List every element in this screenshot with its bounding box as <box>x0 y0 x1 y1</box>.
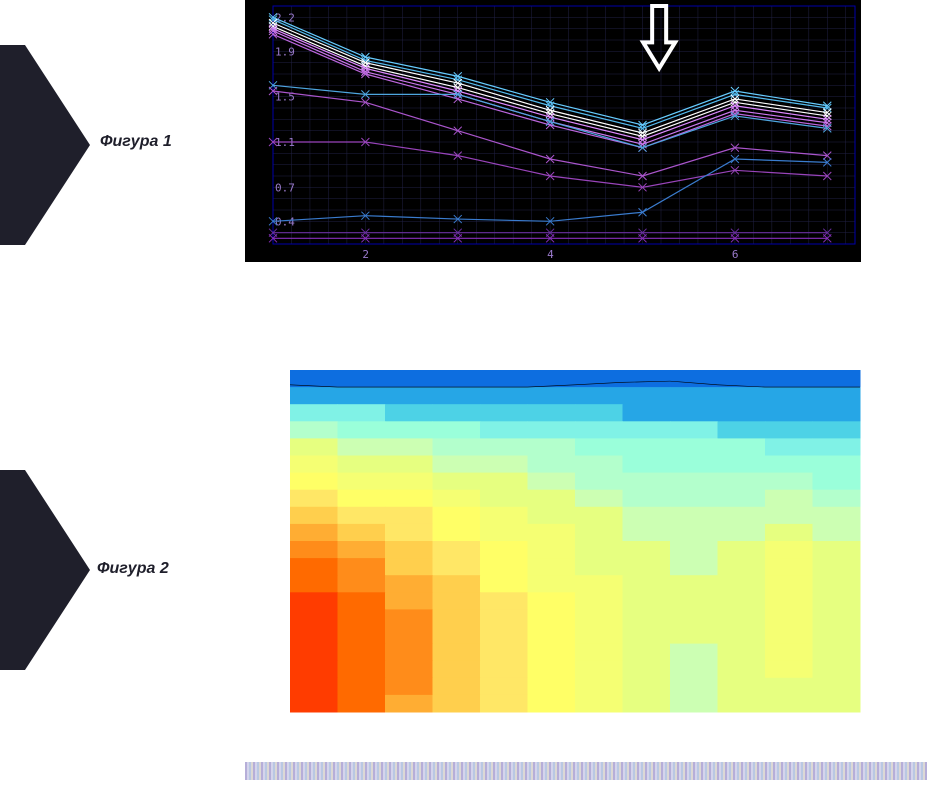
arrow-pointer-shape-2 <box>0 470 90 670</box>
figure-1-label: Фигура 1 <box>100 133 172 151</box>
svg-text:6: 6 <box>732 248 739 261</box>
svg-text:4: 4 <box>547 248 554 261</box>
svg-text:2: 2 <box>362 248 369 261</box>
svg-text:1.9: 1.9 <box>275 45 295 58</box>
svg-text:0.7: 0.7 <box>275 181 295 194</box>
arrow-pointer-shape-1 <box>0 45 90 245</box>
noise-strip <box>245 762 927 780</box>
figure-2-label: Фигура 2 <box>97 560 169 578</box>
svg-text:0.4: 0.4 <box>275 215 295 228</box>
figure-1-chart: 0.40.71.11.51.92.2246 <box>245 0 861 262</box>
figure-2-chart <box>245 350 927 745</box>
